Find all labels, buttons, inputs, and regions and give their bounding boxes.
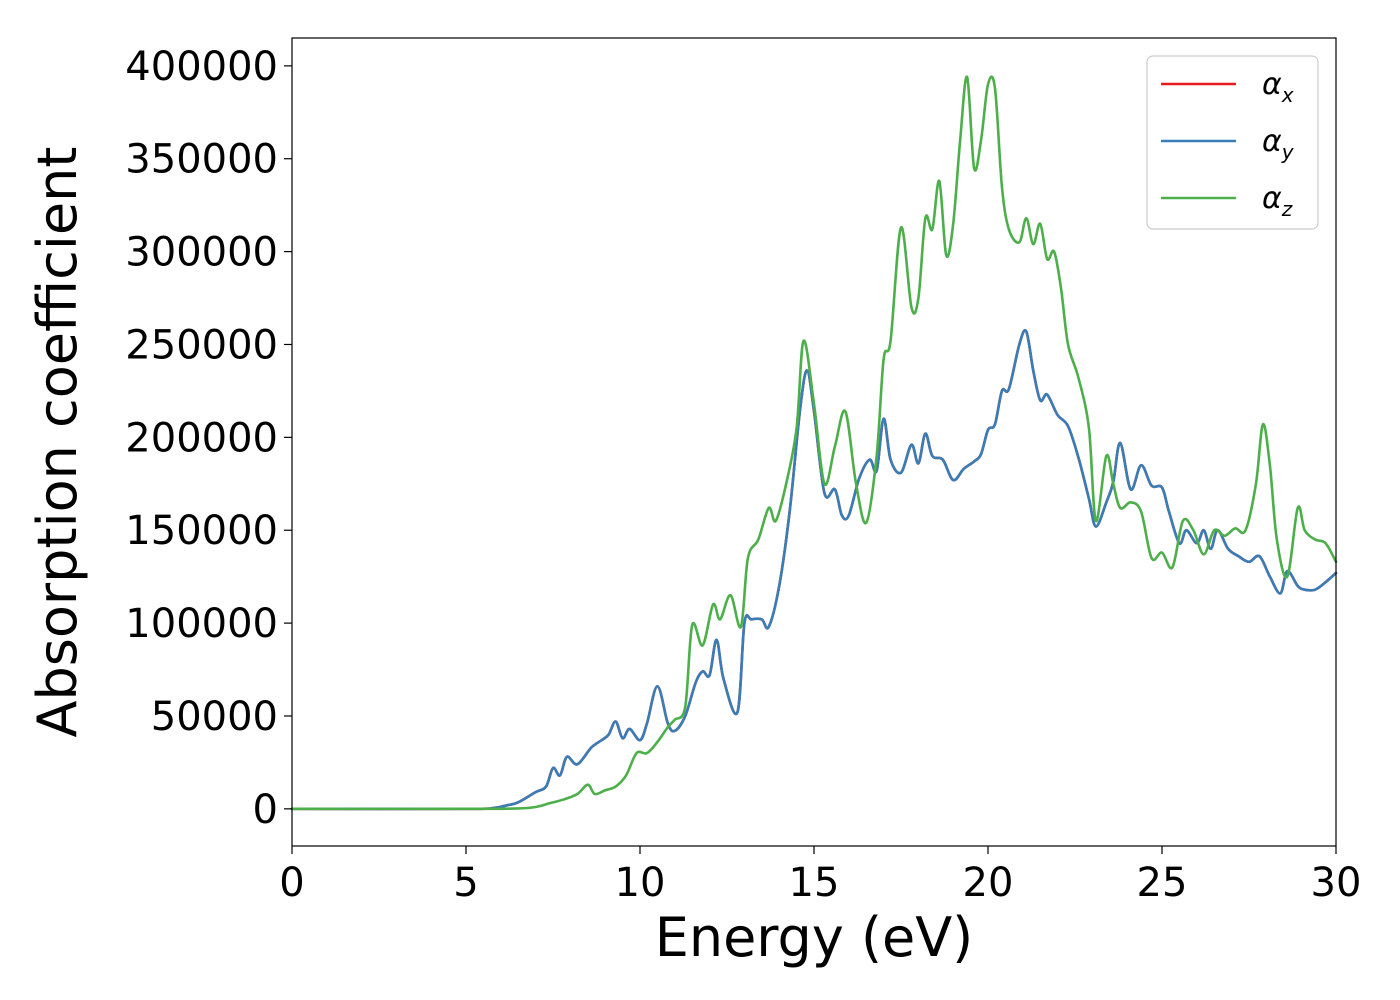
x-axis-title: Energy (eV) [655, 906, 974, 969]
legend-box [1146, 55, 1319, 230]
legend-label-z: αz [1262, 181, 1293, 221]
x-tick-label: 5 [453, 860, 478, 906]
series-line-z [290, 75, 1338, 811]
y-tick-label: 150000 [125, 508, 278, 554]
y-tick-label: 250000 [125, 322, 278, 368]
y-axis-title: Absorption coefficient [26, 147, 89, 738]
y-tick-label: 300000 [125, 230, 278, 276]
legend-label-x: αx [1262, 67, 1294, 107]
y-tick-label: 350000 [125, 137, 278, 183]
plot-lines [290, 75, 1338, 811]
x-tick-label: 25 [1137, 860, 1188, 906]
x-tick-label: 20 [963, 860, 1014, 906]
y-tick-label: 100000 [125, 601, 278, 647]
x-tick-label: 0 [279, 860, 304, 906]
x-tick-label: 10 [615, 860, 666, 906]
y-tick-label: 400000 [125, 44, 278, 90]
y-tick-label: 0 [253, 787, 278, 833]
legend-label-y: αy [1262, 124, 1295, 164]
x-axis: 0 5 10 15 20 25 30 [279, 846, 1361, 906]
x-tick-label: 30 [1311, 860, 1362, 906]
y-tick-label: 50000 [151, 694, 278, 740]
y-tick-label: 200000 [125, 415, 278, 461]
series-line-y [290, 329, 1338, 811]
y-axis: 0 50000 100000 150000 200000 250000 300000 3500… [125, 44, 292, 833]
legend: αx αy αz [1146, 55, 1319, 230]
legend-entries: αx αy αz [1161, 67, 1295, 221]
x-tick-label: 15 [789, 860, 840, 906]
